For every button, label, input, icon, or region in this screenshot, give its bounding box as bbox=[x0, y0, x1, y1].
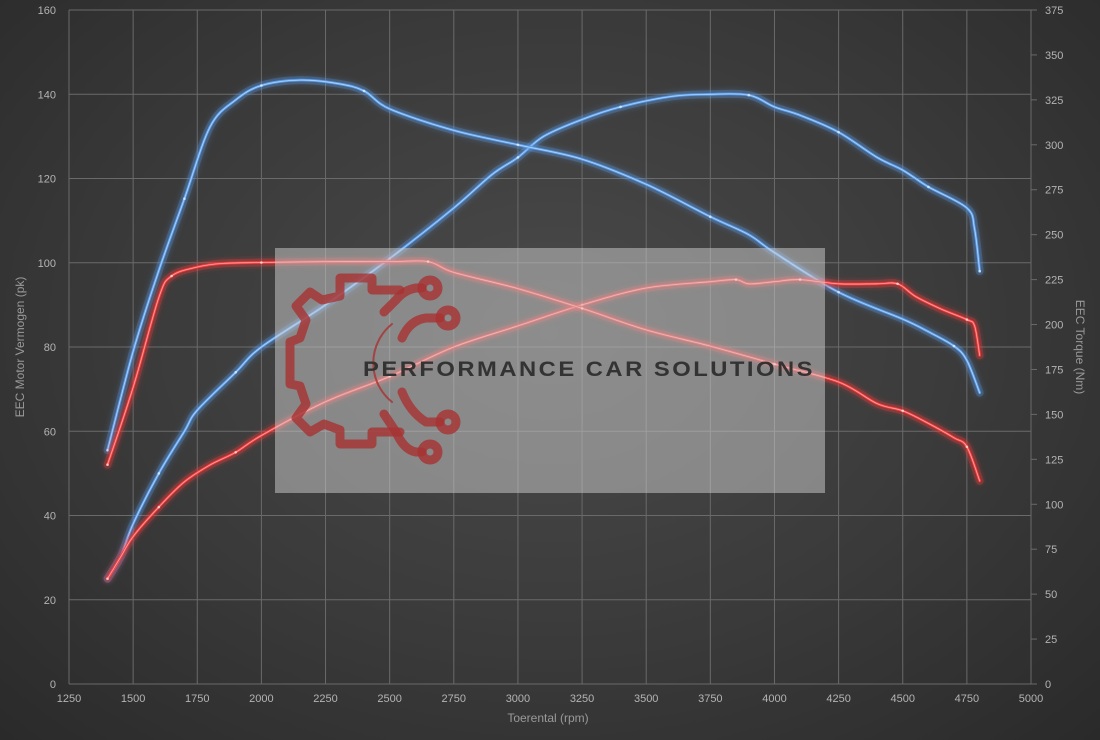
circuit-node-4 bbox=[417, 439, 443, 465]
series-blue-right-1-highlight bbox=[107, 79, 981, 451]
y-left-tick-label: 140 bbox=[38, 89, 56, 101]
x-tick-label: 2250 bbox=[313, 693, 337, 705]
x-tick-label: 3500 bbox=[634, 693, 658, 705]
series-red-left-2-point bbox=[106, 577, 109, 580]
y-right-tick-label: 75 bbox=[1045, 544, 1057, 556]
y-left-tick-label: 60 bbox=[44, 426, 56, 438]
watermark-text: PERFORMANCE CAR SOLUTIONS bbox=[363, 358, 815, 381]
x-tick-label: 3250 bbox=[570, 693, 594, 705]
x-axis-ticks: 1250 1500 1750 2000 2250 2500 2750 3000 3250 3500… bbox=[57, 693, 1043, 705]
x-tick-label: 2000 bbox=[249, 693, 273, 705]
y-right-tick-label: 200 bbox=[1045, 320, 1063, 332]
series-blue-left-0-point bbox=[747, 93, 751, 97]
x-axis-label: Toerental (rpm) bbox=[507, 711, 588, 725]
y-right-axis-label: EEC Torque (Nm) bbox=[1073, 300, 1087, 394]
x-tick-label: 4250 bbox=[826, 693, 850, 705]
x-tick-label: 2750 bbox=[442, 693, 466, 705]
series-blue-right-1-point bbox=[516, 143, 520, 147]
y-left-tick-label: 80 bbox=[44, 342, 56, 354]
y-left-tick-label: 100 bbox=[38, 258, 56, 270]
series-blue-left-0-point bbox=[619, 105, 622, 109]
y-right-tick-label: 300 bbox=[1045, 140, 1063, 152]
y-left-tick-label: 20 bbox=[44, 595, 56, 607]
x-tick-label: 4000 bbox=[762, 693, 786, 705]
gear-circuit-logo-icon bbox=[285, 273, 461, 465]
circuit-node-2 bbox=[435, 305, 461, 331]
series-red-right-3-point bbox=[106, 463, 109, 467]
y-left-tick-label: 0 bbox=[50, 679, 56, 691]
x-tick-label: 1250 bbox=[57, 693, 81, 705]
series-blue-right-1-point bbox=[837, 290, 840, 294]
y-right-tick-label: 375 bbox=[1045, 5, 1063, 17]
y-left-axis-label: EEC Motor Vermogen (pk) bbox=[13, 277, 27, 418]
y-right-tick-label: 225 bbox=[1045, 275, 1063, 287]
circuit-node-3 bbox=[435, 409, 461, 435]
watermark: PERFORMANCE CAR SOLUTIONS bbox=[275, 248, 825, 493]
series-blue-left-0-highlight bbox=[107, 93, 981, 580]
y-right-tick-label: 0 bbox=[1045, 679, 1051, 691]
x-tick-label: 2500 bbox=[377, 693, 401, 705]
series-blue-right-1-point bbox=[362, 89, 366, 93]
series-red-left-2-point bbox=[896, 282, 899, 286]
series-blue-left-0-point bbox=[157, 472, 161, 475]
circuit-line-2 bbox=[397, 313, 445, 343]
x-tick-label: 1500 bbox=[121, 693, 145, 705]
series-blue-left-0-point bbox=[978, 269, 981, 273]
x-tick-label: 3000 bbox=[506, 693, 530, 705]
circuit-line-1 bbox=[379, 283, 427, 317]
series-blue-left-0-point bbox=[837, 130, 840, 134]
y-right-axis-ticks: 0 25 50 75 100 125 150 175 200 225 250 275 300 325 350… bbox=[1045, 5, 1063, 691]
x-tick-label: 3750 bbox=[698, 693, 722, 705]
x-tick-label: 4500 bbox=[890, 693, 914, 705]
series-blue-right-1-point bbox=[260, 84, 263, 87]
y-right-tick-label: 275 bbox=[1045, 185, 1063, 197]
x-tick-label: 4750 bbox=[955, 693, 979, 705]
circuit-line-3 bbox=[397, 387, 445, 427]
y-left-tick-label: 160 bbox=[38, 5, 56, 17]
y-right-tick-label: 150 bbox=[1045, 409, 1063, 421]
y-right-tick-label: 50 bbox=[1045, 589, 1057, 601]
watermark-panel bbox=[275, 248, 825, 493]
circuit-node-1 bbox=[417, 275, 443, 301]
series-red-right-3-point bbox=[901, 409, 904, 413]
y-left-tick-label: 120 bbox=[38, 174, 56, 186]
series-red-left-2-point bbox=[234, 451, 237, 454]
y-right-tick-label: 350 bbox=[1045, 50, 1063, 62]
y-right-tick-label: 25 bbox=[1045, 634, 1057, 646]
series-red-left-2-point bbox=[157, 505, 161, 509]
y-left-axis-ticks: 0 20 40 60 80 100 120 140 160 bbox=[38, 5, 56, 691]
series-blue-left-0-point bbox=[234, 371, 237, 374]
circuit-line-4 bbox=[379, 409, 427, 457]
y-right-tick-label: 250 bbox=[1045, 230, 1063, 242]
series-red-right-3-point bbox=[965, 445, 969, 449]
series-red-left-2-point bbox=[965, 318, 969, 321]
y-right-tick-label: 175 bbox=[1045, 364, 1063, 376]
series-blue-left-0-point bbox=[516, 156, 520, 159]
series-blue-right-1-point bbox=[952, 344, 956, 348]
series-blue-right-1-point bbox=[709, 215, 712, 218]
x-tick-label: 5000 bbox=[1019, 693, 1043, 705]
series-blue-left-0-point bbox=[927, 185, 930, 189]
y-right-tick-label: 125 bbox=[1045, 454, 1063, 466]
series-blue-right-1-point bbox=[183, 197, 186, 200]
x-tick-label: 1750 bbox=[185, 693, 209, 705]
grid bbox=[68, 9, 1037, 685]
y-right-tick-label: 325 bbox=[1045, 95, 1063, 107]
y-left-tick-label: 40 bbox=[44, 511, 56, 523]
series-red-right-3-point bbox=[260, 261, 263, 264]
y-right-tick-label: 100 bbox=[1045, 499, 1063, 511]
gear-icon bbox=[285, 273, 405, 449]
logo-inner-arc bbox=[372, 323, 393, 403]
series-red-right-3-point bbox=[170, 274, 173, 278]
